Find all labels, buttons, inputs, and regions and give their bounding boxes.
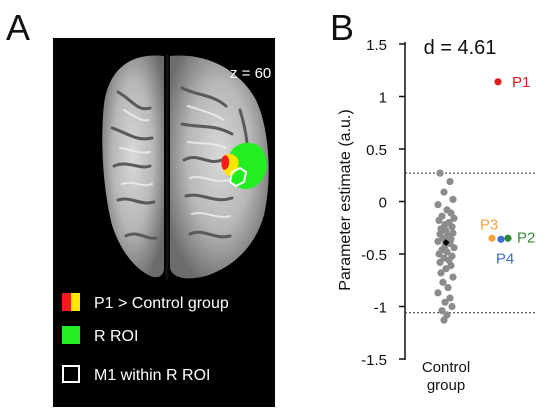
legend-swatch-green — [62, 326, 80, 344]
p1-activation-red — [221, 155, 230, 170]
legend-item-r-roi: R ROI — [62, 326, 138, 345]
control-data-point — [434, 289, 442, 297]
legend-swatch-red — [62, 293, 71, 311]
y-tick-label: -1.5 — [361, 352, 387, 369]
control-data-point — [437, 269, 445, 277]
panel-a-letter: A — [6, 7, 30, 48]
control-mean-marker — [442, 238, 450, 246]
control-data-point — [450, 244, 458, 252]
y-axis-label: Parameter estimate (a.u.) — [337, 109, 354, 290]
y-tick-label: -1 — [374, 300, 387, 317]
control-data-point — [436, 169, 444, 177]
patient-point-p2 — [504, 234, 512, 242]
y-axis-ticks: -1.5 -1 -0.5 0 0.5 1 1.5 — [361, 37, 405, 369]
control-data-point — [446, 294, 454, 302]
control-data-point — [440, 188, 448, 196]
patient-label-p2: P2 — [517, 229, 535, 246]
legend-item-m1: M1 within R ROI — [62, 365, 210, 384]
effect-size-label: d = 4.61 — [424, 37, 497, 59]
control-data-point — [434, 237, 442, 245]
x-category-label-line2: group — [427, 377, 465, 394]
control-data-point — [447, 209, 455, 217]
patient-point-p4 — [497, 235, 505, 243]
y-tick-label: 1 — [379, 90, 387, 107]
patient-point-p3 — [488, 234, 496, 242]
reference-lines — [405, 172, 536, 314]
x-category-label-line1: Control — [422, 359, 470, 376]
patient-label-p4: P4 — [496, 250, 514, 267]
control-data-point — [442, 265, 450, 273]
panel-b-letter: B — [330, 7, 354, 48]
control-data-point — [448, 302, 456, 311]
brain-slice-image — [102, 54, 269, 280]
control-data-point — [444, 284, 452, 292]
panel-b: B d = 4.61 -1.5 -1 -0.5 0 0.5 1 1.5 Parameter … — [330, 7, 536, 394]
control-group-points — [434, 169, 458, 324]
legend: P1 > Control group R ROI M1 within R ROI — [62, 293, 229, 384]
y-tick-label: 0 — [379, 195, 387, 212]
patient-label-p3: P3 — [480, 216, 498, 233]
control-data-point — [443, 311, 451, 319]
y-tick-label: 0.5 — [366, 142, 387, 159]
control-data-point — [434, 201, 442, 209]
control-data-point — [449, 273, 457, 281]
control-data-point — [438, 307, 446, 315]
control-data-point — [441, 298, 449, 306]
control-data-point — [448, 223, 456, 231]
control-data-point — [436, 258, 444, 266]
control-data-point — [439, 278, 447, 286]
control-data-point — [450, 214, 458, 222]
legend-swatch-outline — [62, 365, 80, 383]
legend-label-m1: M1 within R ROI — [94, 367, 210, 384]
patient-point-p1 — [494, 78, 502, 86]
control-data-point — [443, 248, 451, 256]
legend-swatch-yellow — [71, 293, 80, 311]
panel-a: A — [6, 7, 275, 407]
activation-overlay — [221, 142, 267, 190]
slice-label: z = 60 — [230, 65, 271, 82]
legend-item-p1-contrast: P1 > Control group — [62, 293, 229, 312]
control-data-point — [435, 250, 443, 258]
patient-label-p1: P1 — [512, 74, 530, 91]
legend-label-r-roi: R ROI — [94, 328, 138, 345]
control-data-point — [440, 316, 448, 324]
legend-label-p1-contrast: P1 > Control group — [94, 295, 229, 312]
control-data-point — [449, 195, 457, 203]
control-data-point — [435, 216, 443, 224]
m1-outline-region — [228, 166, 248, 188]
r-roi-region — [227, 142, 267, 190]
control-data-point — [446, 177, 454, 186]
y-tick-label: -0.5 — [361, 247, 387, 264]
y-tick-label: 1.5 — [366, 37, 387, 54]
